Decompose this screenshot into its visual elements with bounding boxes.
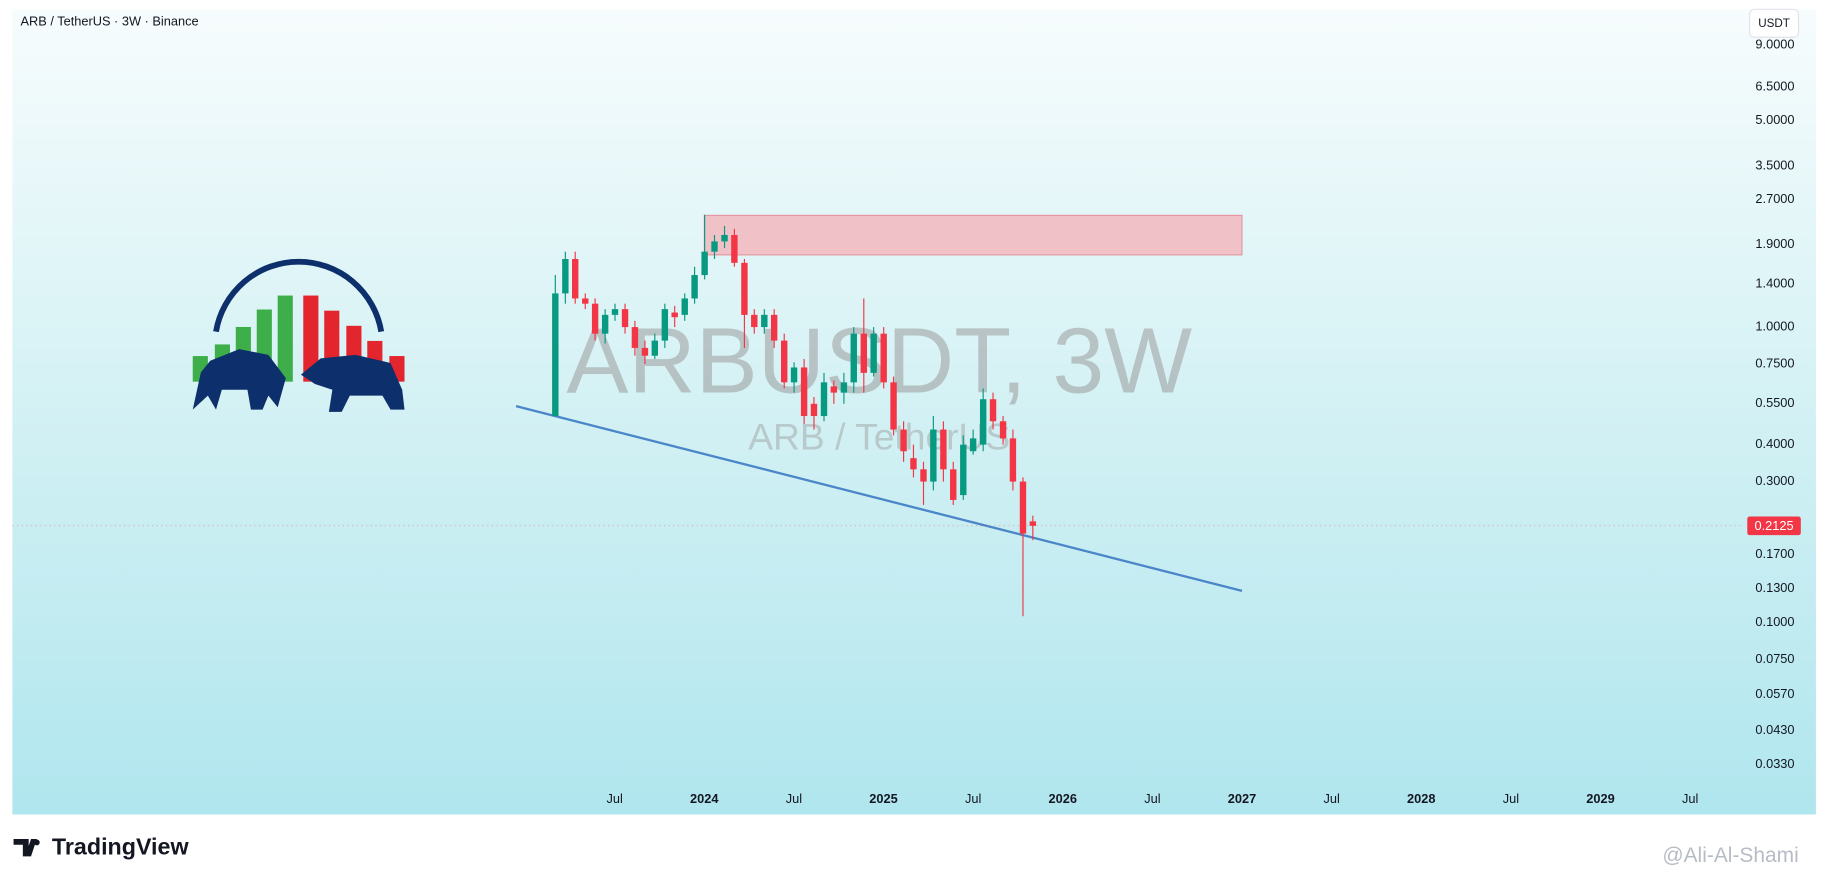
y-tick-label: 0.0570 (1755, 686, 1794, 701)
candle-body (552, 293, 559, 417)
candle-body (631, 327, 639, 348)
candle-body (989, 399, 997, 422)
credit: @Ali-Al-Shami (1662, 844, 1798, 867)
candle-body (661, 309, 669, 341)
brand-logo (13, 838, 40, 857)
plot-area (12, 214, 1741, 617)
currency-label: USDT (1758, 17, 1790, 30)
x-tick-label: Jul (786, 791, 802, 806)
y-tick-label: 1.0000 (1755, 318, 1794, 333)
candle-body (611, 309, 619, 315)
candle-body (910, 458, 917, 470)
y-tick-label: 9.0000 (1755, 37, 1794, 52)
currency-button[interactable] (1749, 8, 1800, 38)
x-tick-label: Jul (1323, 791, 1339, 806)
last-price-box (1747, 516, 1801, 536)
candle-body (751, 314, 758, 328)
candle-body (711, 241, 718, 252)
y-tick-label: 3.5000 (1755, 158, 1794, 173)
y-tick-label: 0.0750 (1755, 651, 1794, 666)
candle-body (969, 438, 977, 452)
x-tick-label: Jul (1503, 791, 1519, 806)
candle-body (761, 314, 768, 328)
x-tick-label: 2028 (1407, 791, 1435, 806)
candle-body (721, 234, 728, 242)
candle-body (800, 367, 808, 417)
y-tick-label: 5.0000 (1755, 112, 1794, 127)
candle-body (999, 421, 1007, 439)
trendline (515, 405, 1243, 592)
candle-body (621, 309, 629, 328)
candle-body (860, 333, 867, 373)
logo (192, 258, 405, 412)
y-tick-label: 0.1700 (1755, 546, 1794, 561)
last-price-label: 0.2125 (1755, 518, 1794, 533)
candle-body (830, 386, 838, 393)
candle-body (810, 403, 818, 417)
candle-body (850, 333, 857, 383)
candle-body (930, 429, 937, 482)
resistance-zone (703, 214, 1243, 256)
x-tick-label: Jul (1144, 791, 1160, 806)
candle-body (770, 314, 778, 341)
y-tick-label: 0.5500 (1755, 395, 1794, 410)
candle-body (1029, 521, 1037, 526)
candle-body (582, 298, 589, 304)
x-tick-label: 2026 (1049, 791, 1077, 806)
candle-body (651, 340, 658, 356)
x-tick-label: Jul (965, 791, 981, 806)
candle-body (790, 367, 798, 383)
candle-body (880, 333, 887, 383)
watermark-subtitle: ARB / TetherUS (748, 416, 1010, 458)
candle-body (641, 347, 649, 356)
y-tick-label: 6.5000 (1755, 78, 1794, 93)
candle-body (681, 298, 688, 315)
candle-body (671, 312, 678, 318)
y-tick-label: 0.0330 (1755, 756, 1794, 771)
candle-body (890, 382, 897, 430)
candle-body (979, 399, 987, 445)
y-tick-label: 0.1300 (1755, 580, 1794, 595)
y-tick-label: 1.9000 (1755, 236, 1794, 251)
y-tick-label: 1.4000 (1755, 275, 1794, 290)
candle-body (701, 251, 708, 276)
candle-body (601, 314, 609, 334)
chart-title: ARB / TetherUS · 3W · Binance (21, 13, 199, 28)
candle-body (820, 382, 828, 417)
y-tick-label: 0.3000 (1755, 473, 1794, 488)
candle-body (940, 429, 947, 470)
candle-body (691, 275, 698, 299)
y-tick-label: 0.7500 (1755, 355, 1794, 370)
watermark: ARBUSDT, 3W (566, 308, 1192, 412)
y-tick-label: 0.4000 (1755, 436, 1794, 451)
plot-background (12, 9, 1816, 815)
candle-body (1009, 438, 1017, 482)
x-tick-label: 2025 (869, 791, 897, 806)
candle-body (562, 258, 569, 294)
x-tick-label: Jul (606, 791, 622, 806)
x-tick-label: Jul (1682, 791, 1698, 806)
x-tick-label: 2024 (690, 791, 719, 806)
candle-body (840, 382, 848, 393)
candle-body (950, 469, 957, 500)
candle-body (900, 429, 907, 452)
candle-body (741, 262, 748, 315)
candle-body (870, 333, 877, 373)
y-tick-label: 0.0430 (1755, 722, 1794, 737)
candle-body (960, 444, 967, 496)
candle-body (920, 469, 927, 482)
x-tick-label: 2027 (1228, 791, 1256, 806)
candle-body (781, 340, 788, 383)
brand: TradingView (52, 833, 190, 859)
y-tick-label: 2.7000 (1755, 191, 1794, 206)
candle-body (1019, 481, 1027, 534)
candle-body (731, 234, 738, 263)
candle-body (572, 258, 579, 299)
y-tick-label: 0.1000 (1755, 614, 1794, 629)
candle-body (591, 303, 599, 334)
x-tick-label: 2029 (1586, 791, 1614, 806)
